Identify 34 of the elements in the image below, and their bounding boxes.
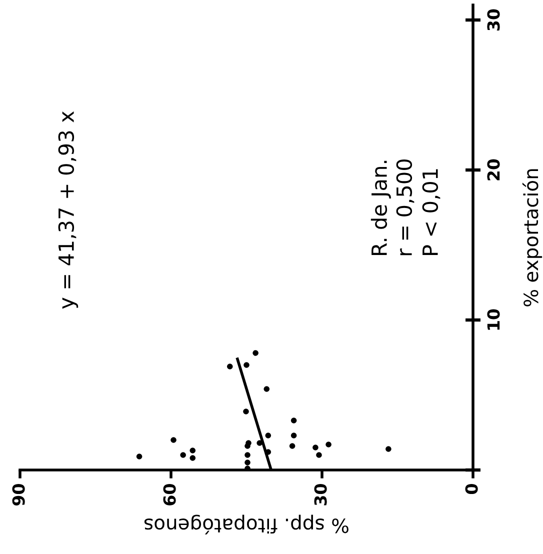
y-tick-label: 20	[487, 159, 500, 180]
point	[289, 443, 296, 449]
y-axis-title: % exportación	[522, 169, 542, 306]
point	[264, 386, 270, 392]
x-tick-label: 30	[314, 484, 327, 506]
point	[244, 443, 250, 449]
point	[226, 364, 233, 370]
annotation: P < 0,01	[422, 169, 440, 255]
point	[386, 446, 392, 452]
y-tick-label: 10	[487, 309, 500, 330]
point	[136, 454, 142, 460]
point	[243, 408, 249, 414]
point	[265, 432, 272, 438]
x-tick-label: 0	[465, 484, 478, 494]
point	[312, 444, 318, 450]
point	[244, 460, 250, 466]
point	[290, 418, 297, 424]
x-tick-label: 60	[163, 484, 176, 506]
y-tick-label: 30	[487, 9, 500, 30]
annotation: R. de Jan.	[370, 160, 391, 255]
point	[316, 452, 322, 458]
point	[244, 452, 250, 458]
point	[190, 448, 196, 454]
point	[180, 452, 186, 458]
x-axis-title: % spp. fitopatógenos	[144, 514, 348, 534]
point	[326, 442, 332, 448]
annotation: y = 41,37 + 0,93 x	[58, 111, 78, 309]
point	[190, 455, 196, 461]
annotation: r = 0,500	[396, 159, 414, 256]
point	[244, 362, 250, 368]
point	[252, 350, 258, 356]
point	[170, 437, 176, 443]
point	[290, 432, 297, 438]
x-tick-label: 90	[12, 484, 25, 506]
